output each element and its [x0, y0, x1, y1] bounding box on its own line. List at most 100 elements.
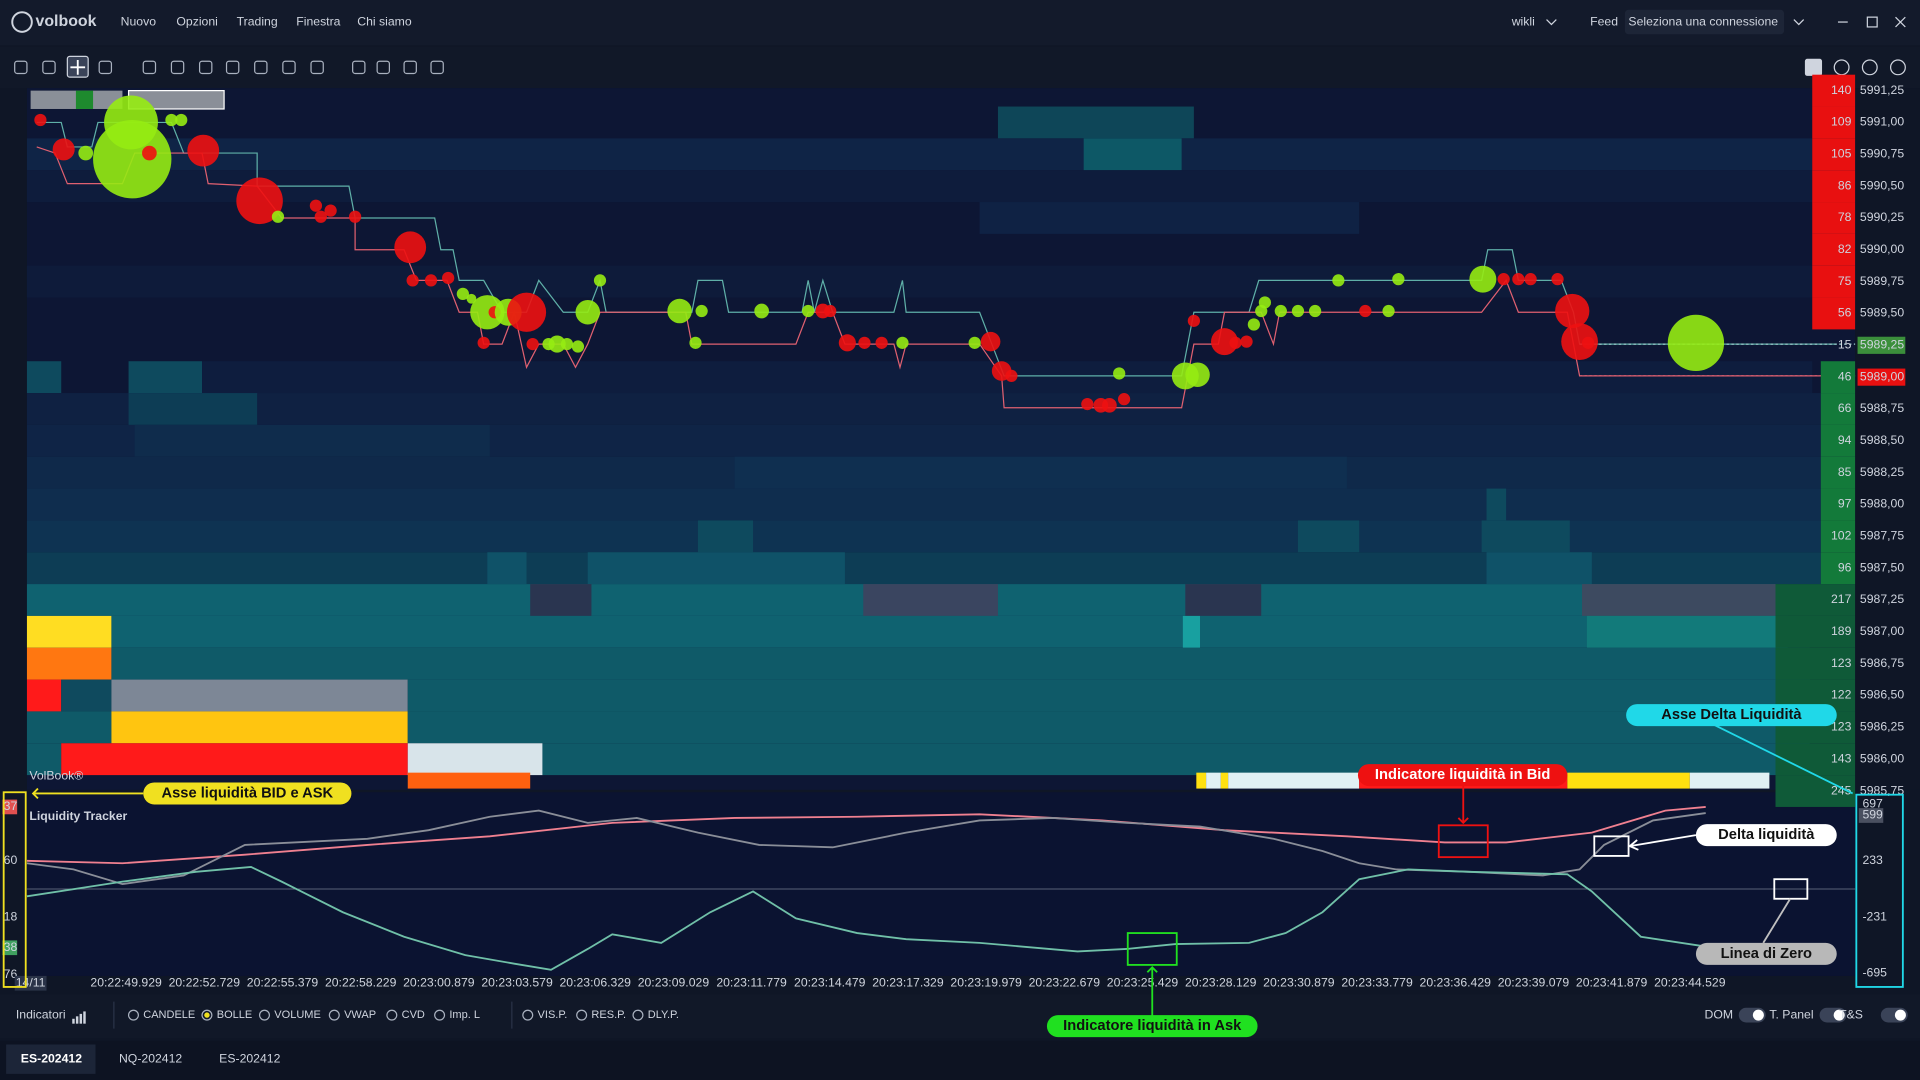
highlight-box: [1773, 878, 1809, 900]
dom-volume: 15: [1838, 338, 1852, 352]
price-label: 5987,75: [1860, 529, 1904, 543]
trade-bubble: [1469, 265, 1497, 293]
radio-dot: [204, 1012, 210, 1018]
connection-select[interactable]: [1624, 9, 1785, 35]
tool-icon[interactable]: [225, 60, 240, 75]
radio[interactable]: [201, 1009, 213, 1021]
radio[interactable]: [434, 1009, 446, 1021]
tool-icon[interactable]: [254, 60, 268, 75]
user-menu[interactable]: wikli: [1511, 14, 1535, 28]
feed-label[interactable]: Feed: [1590, 14, 1618, 28]
heatmap-cell: [26, 488, 1821, 521]
trade-bubble: [1229, 336, 1242, 349]
tool-icon[interactable]: [352, 60, 366, 75]
trade-bubble: [1211, 328, 1238, 356]
tool-icon[interactable]: [1804, 58, 1823, 76]
heatmap-cell: [61, 679, 112, 712]
heatmap-cell: [1228, 772, 1360, 789]
tool-icon[interactable]: [430, 60, 444, 75]
menu-item[interactable]: Finestra: [296, 14, 340, 28]
trade-bubble: [271, 210, 285, 223]
radio[interactable]: [328, 1009, 340, 1021]
tool-icon[interactable]: [403, 60, 417, 75]
price-label: 5989,75: [1860, 274, 1904, 288]
heatmap-cell: [1297, 520, 1360, 553]
menu-item[interactable]: Nuovo: [121, 14, 157, 28]
heatmap-cell: [1486, 488, 1507, 521]
close[interactable]: [1895, 16, 1906, 28]
radio[interactable]: [522, 1009, 534, 1021]
dom-bar: [1820, 488, 1856, 521]
heatmap-cell: [997, 106, 1194, 139]
trade-bubble: [406, 274, 419, 287]
indicators-button[interactable]: Indicatori: [16, 1007, 66, 1021]
left-axis-label: 76: [4, 967, 18, 981]
dom-volume: 85: [1838, 465, 1852, 479]
maximize[interactable]: [1866, 16, 1878, 28]
heatmap-cell: [1220, 772, 1229, 789]
menu-item[interactable]: Trading: [237, 14, 278, 28]
tool-icon[interactable]: [42, 60, 56, 75]
price-label: 5986,75: [1860, 656, 1904, 670]
heatmap-cell: [530, 584, 592, 616]
trade-bubble: [968, 336, 981, 349]
tool-icon[interactable]: [198, 60, 213, 75]
time-label: 20:23:03.579: [481, 975, 553, 989]
heatmap-cell: [1586, 615, 1788, 648]
time-label: 20:22:58.229: [325, 975, 397, 989]
dom-volume: 217: [1831, 592, 1852, 606]
annotation-arrow: [1457, 784, 1469, 825]
heatmap-cell: [1481, 520, 1570, 553]
trade-bubble: [1561, 323, 1598, 360]
left-axis-label: 18: [4, 909, 18, 923]
menu-item[interactable]: Opzioni: [176, 14, 217, 28]
tab[interactable]: NQ-202412: [119, 1051, 182, 1065]
heatmap-cell: [863, 584, 998, 616]
left-axis-label: 60: [4, 853, 18, 867]
tool-icon[interactable]: [170, 60, 185, 75]
trade-bubble: [424, 274, 438, 287]
annotation-label: Indicatore liquidità in Bid: [1375, 767, 1550, 783]
ask-liquidity-line: [26, 866, 1706, 971]
heatmap-cell: [26, 265, 1813, 298]
heatmap-cell: [407, 711, 1810, 744]
trade-bubble: [1113, 367, 1126, 380]
heatmap-cell: [542, 743, 1810, 776]
bid-line: [36, 146, 1837, 409]
radio[interactable]: [127, 1009, 139, 1021]
dom-volume: 96: [1838, 560, 1852, 574]
time-label: 20:23:36.429: [1420, 975, 1492, 989]
tool-icon[interactable]: [142, 60, 157, 75]
radio[interactable]: [386, 1009, 398, 1021]
tool-icon[interactable]: [1861, 59, 1878, 76]
tool-icon[interactable]: [282, 60, 296, 75]
separator: [113, 1001, 513, 1029]
radio-label: RES.P.: [591, 1009, 626, 1021]
heatmap-cell: [407, 743, 543, 776]
tab[interactable]: ES-202412: [219, 1051, 280, 1065]
radio[interactable]: [258, 1009, 270, 1021]
axis-box: [2, 940, 18, 956]
active-tab: [6, 1044, 96, 1074]
heatmap-cell: [407, 772, 531, 789]
radio[interactable]: [632, 1009, 644, 1021]
trade-bubble: [1359, 304, 1372, 318]
annotation-arrow: [1146, 966, 1158, 1017]
radio[interactable]: [576, 1009, 588, 1021]
tool-icon[interactable]: [1890, 59, 1906, 76]
dom-bar: [1820, 361, 1856, 394]
title-bar: [0, 0, 1920, 46]
trade-bubble: [477, 336, 490, 349]
tool-icon[interactable]: [14, 60, 28, 75]
trade-bubble: [1512, 273, 1525, 286]
price-label: 5986,50: [1860, 688, 1904, 702]
tool-icon[interactable]: [376, 60, 390, 75]
radio-label: VIS.P.: [538, 1009, 568, 1021]
menu-item[interactable]: Chi siamo: [357, 14, 412, 28]
price-label: 5987,50: [1860, 560, 1904, 574]
dom-bar: [1812, 297, 1856, 330]
tool-icon[interactable]: [310, 60, 324, 75]
tool-icon[interactable]: [98, 60, 113, 75]
tab[interactable]: ES-202412: [21, 1051, 82, 1065]
trade-bubble: [754, 303, 769, 319]
